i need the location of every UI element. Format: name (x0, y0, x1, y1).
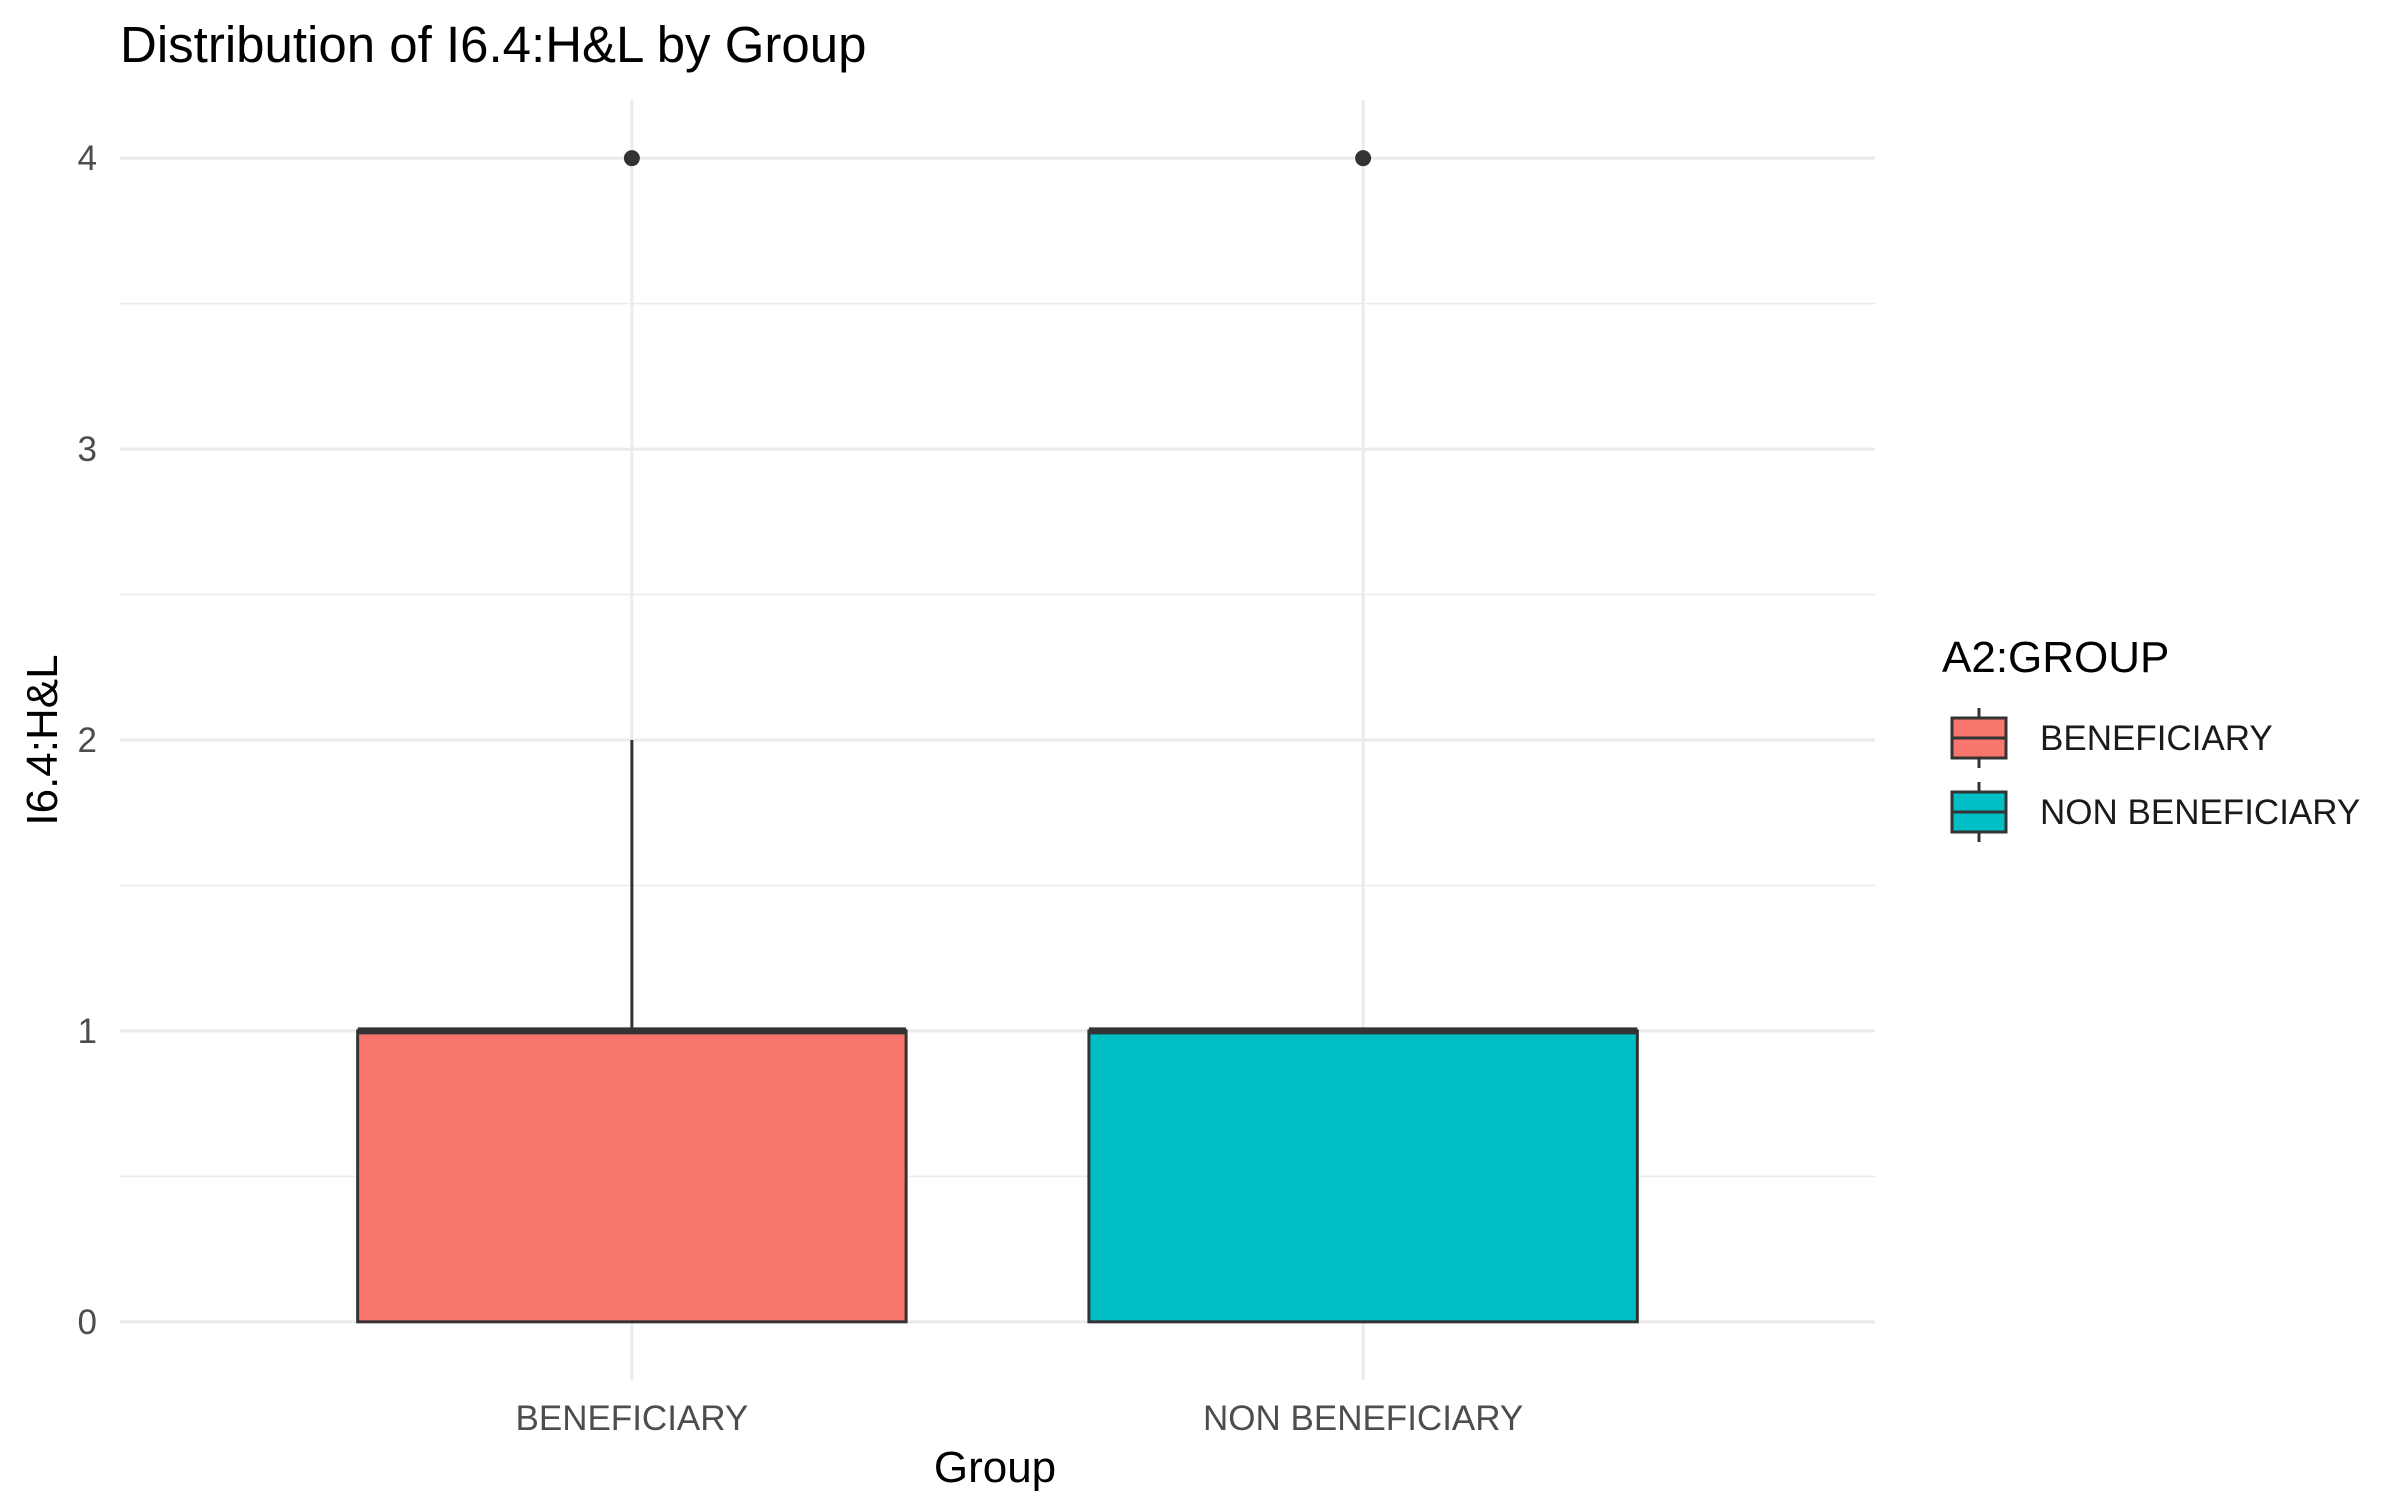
y-axis-title: I6.4:H&L (18, 654, 67, 825)
x-tick-label: NON BENEFICIARY (1203, 1399, 1523, 1438)
x-axis-title: Group (934, 1443, 1056, 1492)
x-axis-ticks: BENEFICIARY NON BENEFICIARY (516, 1399, 1524, 1438)
legend-title: A2:GROUP (1942, 633, 2169, 682)
box (356, 1029, 908, 1324)
boxes (356, 150, 1639, 1324)
outlier-point (623, 150, 640, 167)
y-tick-label: 0 (78, 1303, 97, 1342)
chart-title: Distribution of I6.4:H&L by Group (120, 16, 866, 73)
outlier-point (1355, 150, 1372, 167)
y-tick-label: 1 (78, 1012, 97, 1051)
y-tick-label: 2 (78, 721, 97, 760)
box (1087, 1029, 1639, 1324)
x-tick-label: BENEFICIARY (516, 1399, 749, 1438)
y-axis-ticks: 0 1 2 3 4 (78, 139, 97, 1342)
y-tick-label: 3 (78, 430, 97, 469)
legend-label: BENEFICIARY (2040, 719, 2273, 758)
legend: A2:GROUP BENEFICIARY NON BENEFICIARY (1942, 633, 2360, 842)
y-tick-label: 4 (78, 139, 97, 178)
legend-label: NON BENEFICIARY (2040, 793, 2360, 832)
